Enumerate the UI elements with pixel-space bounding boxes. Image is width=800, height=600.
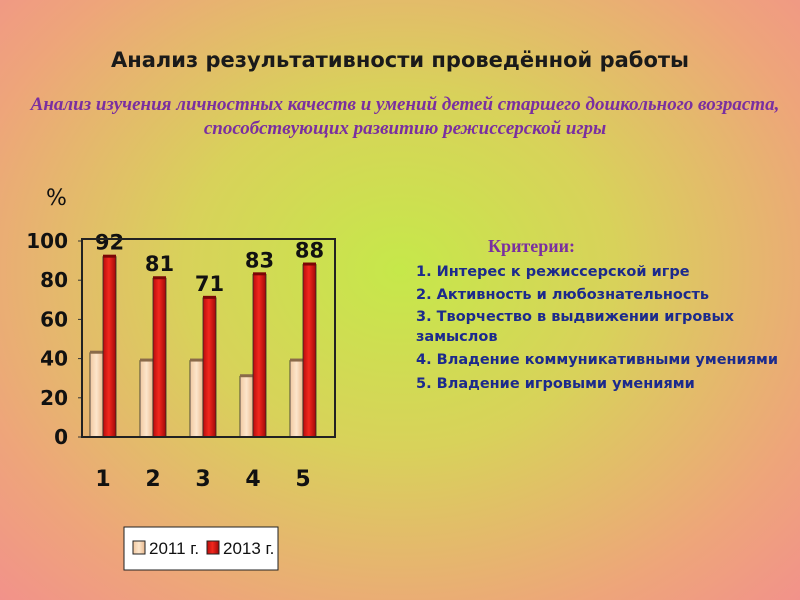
criteria-heading: Критерии:	[488, 236, 576, 256]
legend: 2011 г. 2013 г.	[123, 526, 279, 571]
data-label: 88	[295, 239, 324, 263]
data-label: 81	[145, 252, 174, 276]
legend-swatch-2013	[206, 540, 220, 555]
criteria-item: 3. Творчество в выдвижении игровых замыс…	[416, 309, 734, 345]
bar-2013-cat-2	[152, 277, 167, 438]
page-title: Анализ результативности проведённой рабо…	[110, 48, 690, 72]
bar-2011-cat-4	[239, 375, 254, 438]
criteria-list: 1. Интерес к режиссерской игре 2. Активн…	[416, 261, 798, 396]
bar-top-cap	[103, 254, 116, 258]
page-subtitle: Анализ изучения личностных качеств и уме…	[30, 94, 780, 139]
data-label: 71	[195, 272, 224, 296]
bar-top-cap	[203, 295, 216, 299]
bar-2013-cat-4	[252, 273, 267, 438]
x-tick-label: 4	[245, 467, 260, 492]
bar-2013-cat-5	[302, 264, 317, 438]
data-label: 83	[245, 248, 274, 272]
y-tick-label: 40	[40, 347, 68, 371]
x-tick-label: 2	[145, 467, 160, 492]
bar-top-cap	[253, 272, 266, 276]
legend-swatch-2011	[132, 540, 146, 555]
bar-top-cap	[303, 262, 316, 266]
bar-2011-cat-3	[189, 360, 204, 438]
bar-2013-cat-1	[102, 256, 117, 438]
plot-frame	[81, 238, 336, 438]
bar-top-cap	[153, 276, 166, 280]
x-tick-label: 1	[95, 467, 110, 492]
y-tick-label: 0	[54, 425, 68, 449]
y-tick-label: 80	[40, 268, 68, 292]
bar-chart: % 0 20 40 60 80 100 92 81 71 83 88 1 2 3 4 5 2011 г. …	[26, 186, 336, 571]
y-tick-label: 100	[26, 229, 68, 253]
bar-top-cap	[140, 358, 153, 362]
bar-2011-cat-1	[89, 352, 104, 438]
bar-2011-cat-2	[139, 360, 154, 438]
data-label: 92	[95, 231, 124, 255]
bar-top-cap	[190, 358, 203, 362]
bar-top-cap	[90, 350, 103, 354]
y-axis-unit: %	[46, 186, 67, 211]
bar-top-cap	[240, 374, 253, 378]
y-tick-label: 60	[40, 307, 68, 331]
y-tick-label: 20	[40, 386, 68, 410]
bar-2011-cat-5	[289, 360, 304, 438]
bar-2013-cat-3	[202, 297, 217, 438]
bar-top-cap	[290, 358, 303, 362]
criteria-item: 2. Активность и любознательность	[416, 287, 710, 303]
legend-label-2011: 2011 г.	[149, 539, 199, 558]
x-tick-label: 5	[295, 467, 310, 492]
criteria-item: 4. Владение коммуникативными умениями	[416, 352, 779, 368]
legend-label-2013: 2013 г.	[223, 539, 274, 558]
x-tick-label: 3	[195, 467, 210, 492]
legend-frame	[123, 526, 279, 571]
criteria-item: 5. Владение игровыми умениями	[416, 376, 695, 392]
criteria-item: 1. Интерес к режиссерской игре	[416, 264, 690, 280]
